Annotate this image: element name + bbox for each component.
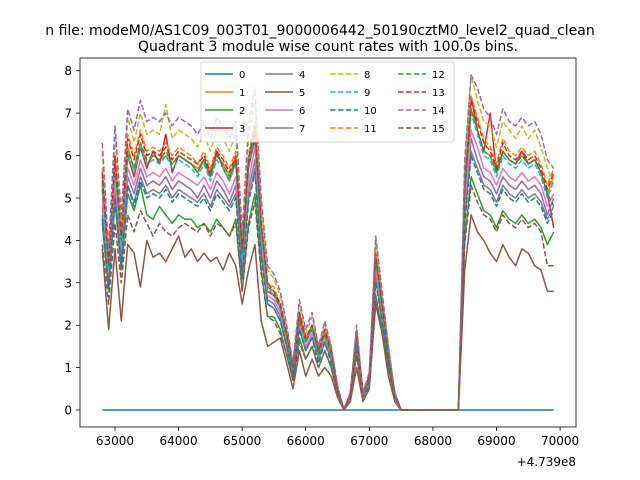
axes-frame bbox=[79, 57, 577, 428]
x-tick-label: 66000 bbox=[287, 434, 325, 448]
y-tick-label: 8 bbox=[64, 64, 72, 78]
legend-label-10: 10 bbox=[364, 106, 377, 117]
series-line-15 bbox=[101, 184, 554, 411]
x-tick-label: 65000 bbox=[223, 434, 261, 448]
chart-title: Quadrant 3 module wise count rates with … bbox=[138, 39, 518, 55]
series-line-5 bbox=[101, 214, 554, 411]
legend-label-4: 4 bbox=[299, 70, 305, 81]
legend-label-3: 3 bbox=[239, 124, 245, 135]
y-tick-label: 2 bbox=[64, 319, 72, 333]
series-line-6 bbox=[101, 129, 555, 411]
series-line-12 bbox=[101, 108, 555, 411]
legend-frame bbox=[200, 61, 455, 143]
y-axis: 0 1 2 3 4 5 6 7 8 bbox=[64, 64, 80, 418]
plot-area bbox=[101, 74, 555, 411]
x-tick-label: 63000 bbox=[96, 434, 134, 448]
legend-label-8: 8 bbox=[364, 70, 370, 81]
series-line-7 bbox=[101, 150, 555, 411]
series-line-10 bbox=[101, 154, 555, 411]
legend-label-15: 15 bbox=[432, 124, 445, 135]
series-line-2 bbox=[101, 176, 555, 411]
x-tick-label: 67000 bbox=[350, 434, 388, 448]
legend-label-7: 7 bbox=[299, 124, 305, 135]
series-line-14 bbox=[101, 74, 555, 411]
x-axis: 63000 64000 65000 66000 67000 68000 69000 70000 bbox=[96, 427, 579, 448]
y-tick-label: 3 bbox=[64, 276, 72, 290]
legend-label-1: 1 bbox=[239, 88, 245, 99]
figure-suptitle: n file: modeM0/AS1C09_003T01_9000006442_… bbox=[45, 23, 594, 39]
x-tick-label: 68000 bbox=[414, 434, 452, 448]
y-tick-label: 6 bbox=[64, 149, 72, 163]
x-tick-label: 69000 bbox=[477, 434, 515, 448]
x-tick-label: 64000 bbox=[159, 434, 197, 448]
legend-label-12: 12 bbox=[432, 70, 445, 81]
x-offset-text: +4.739e8 bbox=[517, 455, 576, 469]
legend-label-14: 14 bbox=[432, 106, 445, 117]
x-tick-label: 70000 bbox=[541, 434, 579, 448]
legend-label-5: 5 bbox=[299, 88, 305, 99]
y-tick-label: 7 bbox=[64, 107, 72, 121]
series-line-13 bbox=[101, 99, 555, 411]
y-tick-label: 4 bbox=[64, 234, 72, 248]
series-line-11 bbox=[101, 95, 555, 411]
legend-label-9: 9 bbox=[364, 88, 370, 99]
legend-label-13: 13 bbox=[432, 88, 445, 99]
y-tick-label: 1 bbox=[64, 361, 72, 375]
legend-label-11: 11 bbox=[364, 124, 377, 135]
legend-label-0: 0 bbox=[239, 70, 245, 81]
legend-label-2: 2 bbox=[239, 106, 245, 117]
y-tick-label: 0 bbox=[64, 404, 72, 418]
legend-label-6: 6 bbox=[299, 106, 305, 117]
y-tick-label: 5 bbox=[64, 191, 72, 205]
series-line-8 bbox=[101, 74, 555, 411]
